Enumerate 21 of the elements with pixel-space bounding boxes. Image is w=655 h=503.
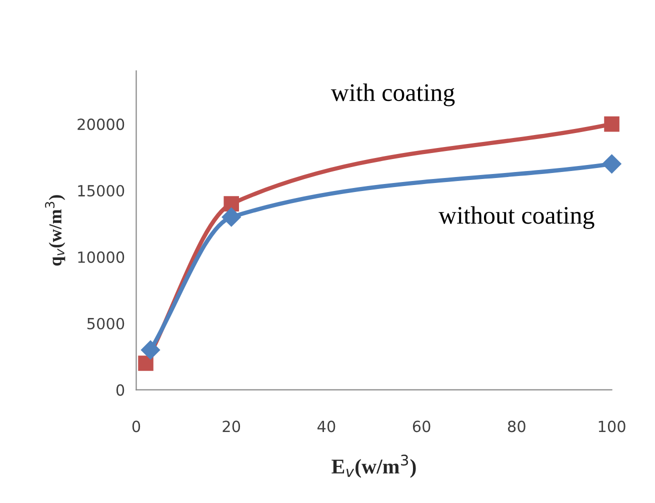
point — [138, 356, 154, 371]
x-axis-title: E$_{v}$(w/m$^{3}$) — [332, 454, 416, 478]
point — [222, 208, 241, 227]
point — [140, 340, 160, 360]
series-label: without coating — [438, 206, 594, 229]
y-tick-label: 10000 — [78, 251, 124, 263]
x-tick-label: 0 — [132, 420, 140, 432]
y-axis-title: q$_{v}$(w/m$^{3}$) — [45, 195, 66, 266]
x-tick-label: 40 — [317, 420, 336, 432]
point — [602, 154, 622, 174]
series-label: with coating — [330, 83, 455, 106]
x-tick-label: 20 — [222, 420, 240, 432]
y-tick-label: 20000 — [78, 118, 124, 130]
x-tick-label: 100 — [598, 420, 626, 432]
x-tick-label: 80 — [508, 420, 526, 432]
x-tick-label: 60 — [412, 420, 430, 432]
y-tick-label: 15000 — [78, 184, 124, 197]
point — [224, 196, 239, 212]
point — [604, 116, 620, 132]
y-tick-label: 5000 — [87, 318, 124, 330]
y-tick-label: 0 — [116, 384, 124, 396]
